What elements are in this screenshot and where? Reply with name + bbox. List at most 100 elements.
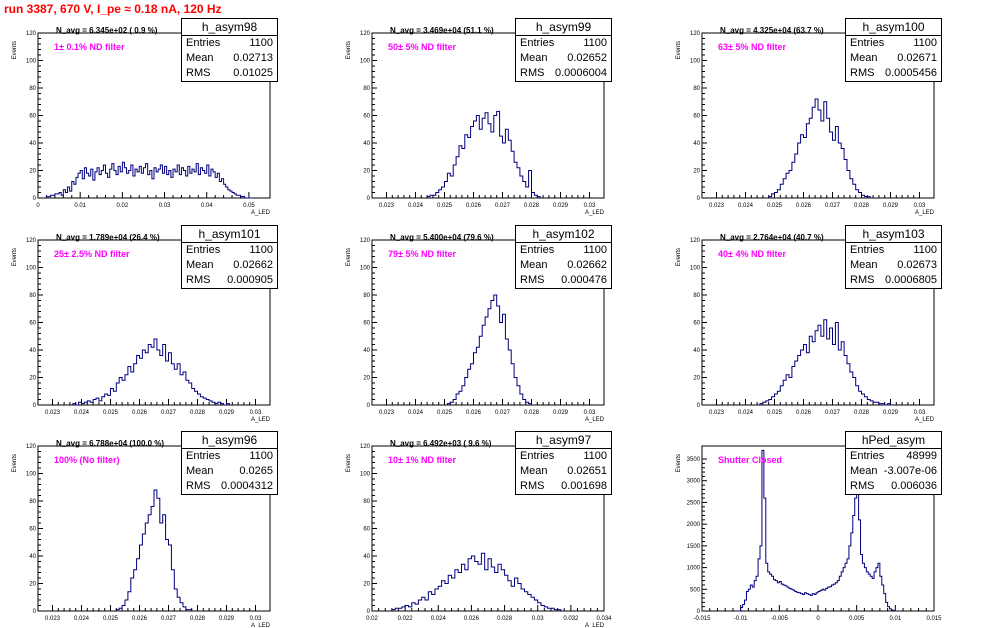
y-axis-label: Events bbox=[12, 454, 18, 472]
y-tick-label: 120 bbox=[360, 31, 371, 37]
x-tick-label: 0.027 bbox=[825, 203, 841, 209]
x-tick-label: 0.023 bbox=[45, 616, 61, 622]
x-tick-label: 0.025 bbox=[767, 203, 783, 209]
x-axis-label: A_LED bbox=[585, 417, 605, 423]
stats-entries-value: 1100 bbox=[913, 244, 937, 256]
stats-mean-value: 0.02673 bbox=[897, 259, 937, 271]
histogram-plot: 0 20 40 60 80 100 120 0.023 0.024 0.025 0.026 0.027… bbox=[346, 233, 605, 423]
stats-mean-row: Mean 0.02662 bbox=[182, 258, 277, 273]
stats-mean-value: 0.02662 bbox=[233, 259, 273, 271]
stats-box: h_asym98 Entries 1100 Mean 0.02713 RMS 0.01025 bbox=[181, 18, 278, 82]
histogram-name: h_asym101 bbox=[182, 226, 277, 243]
x-tick-label: 0.026 bbox=[796, 203, 812, 209]
x-tick-label: 0.024 bbox=[74, 410, 90, 416]
stats-mean-value: 0.02671 bbox=[897, 52, 937, 64]
x-tick-label: 0.034 bbox=[596, 616, 612, 622]
navg-label: N_avg = 6.492e+03 ( 9.6 %) bbox=[390, 439, 492, 448]
y-tick-label: 20 bbox=[363, 376, 370, 382]
stats-rms-row: RMS 0.0004312 bbox=[182, 479, 277, 494]
y-tick-label: 40 bbox=[29, 348, 36, 354]
x-axis-label: A_LED bbox=[251, 623, 271, 628]
stats-mean-label: Mean bbox=[186, 259, 214, 271]
y-axis-label: Events bbox=[676, 248, 682, 266]
x-tick-label: 0.03 bbox=[250, 616, 262, 622]
stats-box: h_asym103 Entries 1100 Mean 0.02673 RMS 0.0006… bbox=[845, 225, 942, 289]
stats-entries-value: 1100 bbox=[249, 244, 273, 256]
x-tick-label: 0.005 bbox=[849, 616, 865, 622]
y-tick-label: 100 bbox=[360, 472, 371, 478]
y-axis-label: Events bbox=[676, 41, 682, 59]
stats-rms-value: 0.000476 bbox=[561, 274, 607, 286]
stats-box: h_asym99 Entries 1100 Mean 0.02652 RMS 0.00060… bbox=[515, 18, 612, 82]
histogram-panel: 0 20 40 60 80 100 120 0.023 0.024 0.025 0.026 0.027… bbox=[664, 222, 984, 423]
histogram-plot: 0 20 40 60 80 100 120 0.02 0.022 0.024 0.026 0.028 0… bbox=[346, 439, 612, 628]
histogram-name: h_asym102 bbox=[516, 226, 611, 243]
stats-box: h_asym101 Entries 1100 Mean 0.02662 RMS 0.0009… bbox=[181, 225, 278, 289]
x-tick-label: 0.026 bbox=[466, 203, 482, 209]
histogram-plot: 0 20 40 60 80 100 120 0.023 0.024 0.025 0.026 0.027… bbox=[12, 233, 271, 423]
x-tick-label: 0.026 bbox=[796, 410, 812, 416]
x-tick-label: 0.024 bbox=[431, 616, 447, 622]
stats-entries-row: Entries 1100 bbox=[516, 243, 611, 258]
x-tick-label: 0.015 bbox=[926, 616, 942, 622]
navg-label: N_avg = 3.469e+04 (51.1 %) bbox=[390, 26, 494, 35]
stats-rms-value: 0.0004312 bbox=[221, 480, 273, 492]
stats-entries-label: Entries bbox=[850, 37, 885, 49]
x-tick-label: 0.05 bbox=[243, 203, 255, 209]
x-tick-label: 0.01 bbox=[889, 616, 901, 622]
y-tick-label: 20 bbox=[29, 582, 36, 588]
x-tick-label: 0.024 bbox=[408, 203, 424, 209]
y-tick-label: 120 bbox=[360, 238, 371, 244]
stats-rms-label: RMS bbox=[186, 274, 211, 286]
y-tick-label: 2000 bbox=[687, 522, 701, 528]
stats-box: h_asym96 Entries 1100 Mean 0.0265 RMS 0.000431… bbox=[181, 431, 278, 495]
y-axis-label: Events bbox=[12, 248, 18, 266]
y-tick-label: 1000 bbox=[687, 566, 701, 572]
x-tick-label: 0.023 bbox=[709, 410, 725, 416]
y-tick-label: 0 bbox=[367, 196, 371, 202]
y-tick-label: 1500 bbox=[687, 544, 701, 550]
stats-entries-row: Entries 1100 bbox=[516, 449, 611, 464]
x-tick-label: 0.03 bbox=[914, 203, 926, 209]
y-axis-label: Events bbox=[676, 454, 682, 472]
y-tick-label: 0 bbox=[697, 196, 701, 202]
y-tick-label: 60 bbox=[363, 527, 370, 533]
y-tick-label: 120 bbox=[360, 444, 371, 450]
histogram-series-line bbox=[391, 552, 562, 611]
stats-mean-value: 0.02651 bbox=[567, 465, 607, 477]
x-tick-label: 0.02 bbox=[366, 616, 378, 622]
y-axis-label: Events bbox=[346, 41, 352, 59]
stats-rms-row: RMS 0.0006004 bbox=[516, 66, 611, 81]
x-tick-label: 0.027 bbox=[161, 616, 177, 622]
histogram-panel: 0 20 40 60 80 100 120 0.023 0.024 0.025 0.026 0.027… bbox=[334, 15, 654, 216]
x-axis-label: A_LED bbox=[585, 210, 605, 216]
y-tick-label: 60 bbox=[29, 527, 36, 533]
x-tick-label: 0.027 bbox=[161, 410, 177, 416]
y-tick-label: 60 bbox=[29, 114, 36, 120]
y-tick-label: 60 bbox=[693, 321, 700, 327]
x-tick-label: 0.027 bbox=[495, 410, 511, 416]
x-tick-label: 0.023 bbox=[379, 410, 395, 416]
y-tick-label: 80 bbox=[29, 499, 36, 505]
stats-mean-label: Mean bbox=[520, 465, 548, 477]
y-tick-label: 20 bbox=[363, 582, 370, 588]
y-tick-label: 0 bbox=[697, 609, 701, 615]
stats-entries-row: Entries 1100 bbox=[846, 36, 941, 51]
y-tick-label: 80 bbox=[363, 499, 370, 505]
x-tick-label: 0.028 bbox=[497, 616, 513, 622]
filter-label: Shutter Closed bbox=[718, 455, 782, 465]
stats-rms-row: RMS 0.001698 bbox=[516, 479, 611, 494]
stats-rms-row: RMS 0.0006805 bbox=[846, 273, 941, 288]
x-tick-label: 0.028 bbox=[190, 616, 206, 622]
stats-rms-row: RMS 0.01025 bbox=[182, 66, 277, 81]
stats-entries-row: Entries 1100 bbox=[182, 243, 277, 258]
x-tick-label: 0.026 bbox=[132, 410, 148, 416]
stats-mean-row: Mean 0.02652 bbox=[516, 51, 611, 66]
histogram-series-line bbox=[736, 449, 898, 612]
y-tick-label: 20 bbox=[693, 376, 700, 382]
x-tick-label: 0.028 bbox=[854, 410, 870, 416]
histogram-name: h_asym98 bbox=[182, 19, 277, 36]
x-tick-label: 0.027 bbox=[825, 410, 841, 416]
y-tick-label: 120 bbox=[26, 238, 37, 244]
stats-mean-label: Mean bbox=[850, 52, 878, 64]
